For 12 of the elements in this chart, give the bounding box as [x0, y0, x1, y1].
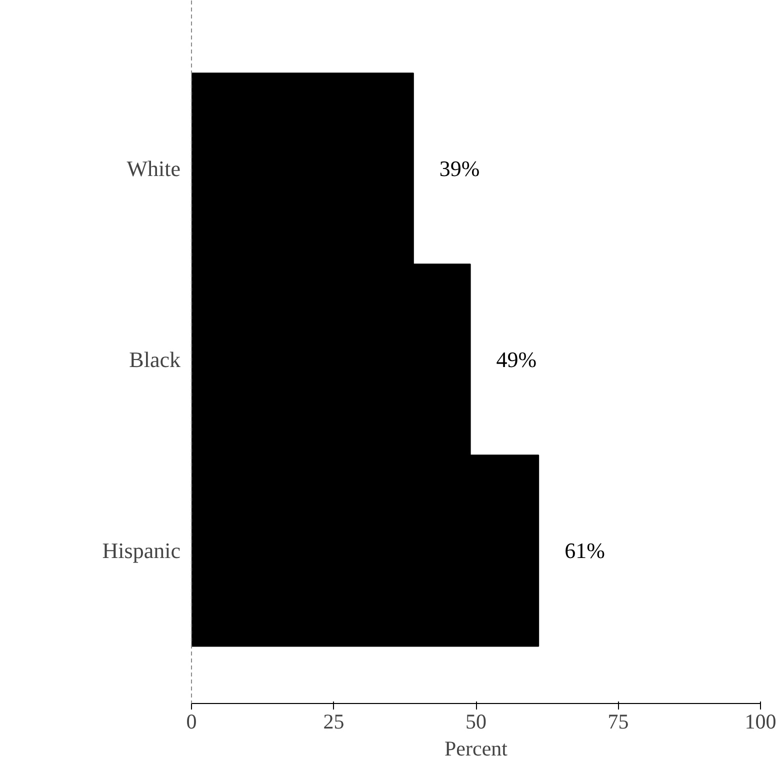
x-tick-label: 100 [744, 710, 776, 734]
data-label: 61% [564, 538, 605, 564]
y-tick-label: Black [129, 347, 181, 372]
x-tick-label: 75 [608, 710, 629, 734]
y-tick-label: White [126, 156, 181, 182]
x-tick-label: 25 [323, 710, 344, 734]
x-tick-label: 50 [466, 710, 486, 734]
data-label: 39% [439, 156, 480, 182]
x-tick-label: 0 [186, 710, 197, 734]
x-axis-title: Percent [444, 736, 508, 760]
y-tick-label: Hispanic [102, 538, 181, 564]
data-label: 49% [496, 347, 537, 372]
